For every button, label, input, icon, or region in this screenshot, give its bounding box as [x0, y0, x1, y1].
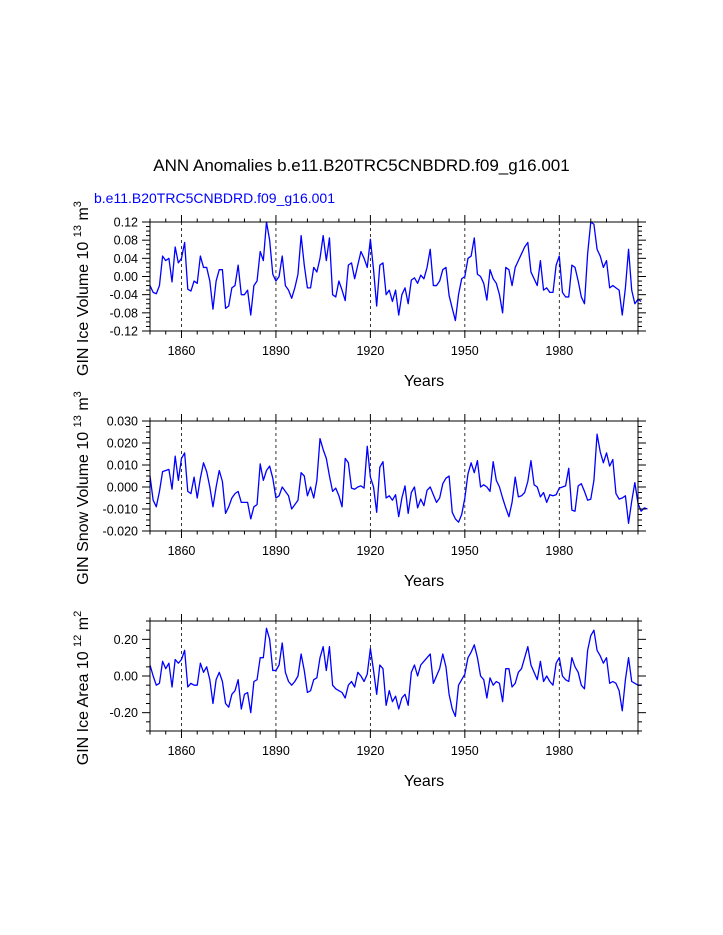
- x-tick-label: 1890: [262, 344, 290, 358]
- y-axis-unit-exponent: 2: [72, 611, 84, 617]
- y-axis-label-text: GIN Snow Volume 10: [75, 427, 92, 584]
- y-axis-unit-exponent: 3: [72, 391, 84, 397]
- x-tick-label: 1920: [356, 544, 384, 558]
- y-tick-label: 0.00: [114, 270, 138, 284]
- y-axis-label-text: GIN Ice Area 10: [75, 647, 92, 765]
- y-axis-unit: m: [75, 617, 92, 635]
- panel-3: 1860 1890 1920 1950 1980 -0.20 0.00 0.20 Years GI…: [72, 611, 646, 790]
- x-tick-label: 1980: [545, 344, 573, 358]
- y-axis-unit-exponent: 3: [72, 201, 84, 207]
- y-tick-label: 0.020: [107, 437, 138, 451]
- y-axis-label: GIN Ice Volume 10 13 m3: [72, 201, 92, 376]
- y-tick-label: -0.08: [110, 306, 139, 320]
- y-tick-label: -0.20: [110, 706, 139, 720]
- y-axis-exponent: 13: [72, 225, 84, 237]
- x-tick-label: 1860: [168, 344, 196, 358]
- plot-frame: [149, 420, 639, 532]
- x-axis-label: Years: [404, 573, 444, 590]
- y-tick-label: -0.04: [110, 288, 139, 302]
- x-tick-label: 1860: [168, 544, 196, 558]
- x-tick-label: 1890: [262, 744, 290, 758]
- panel-2: 1860 1890 1920 1950 1980 -0.020 -0.010 0.000 0.0…: [72, 391, 648, 590]
- x-axis-label: Years: [404, 773, 444, 790]
- y-tick-label: -0.12: [110, 325, 139, 339]
- chart-subtitle: b.e11.B20TRC5CNBDRD.f09_g16.001: [94, 190, 335, 206]
- y-axis-label-text: GIN Ice Volume 10: [75, 237, 92, 376]
- panel-1: 1860 1890 1920 1950 1980 -0.12 -0.08 -0.04 0.00 0…: [72, 201, 646, 390]
- y-tick-label: 0.04: [114, 252, 138, 266]
- x-tick-label: 1950: [451, 544, 479, 558]
- x-tick-label: 1890: [262, 544, 290, 558]
- x-axis-label: Years: [404, 373, 444, 390]
- series-line: [149, 221, 642, 322]
- y-axis-exponent: 12: [72, 635, 84, 647]
- x-tick-label: 1950: [451, 344, 479, 358]
- y-tick-label: 0.010: [107, 459, 138, 473]
- y-axis-label: GIN Ice Area 10 12 m2: [72, 611, 92, 765]
- y-axis-unit: m: [75, 397, 92, 415]
- y-axis-label: GIN Snow Volume 10 13 m3: [72, 391, 92, 585]
- y-tick-label: -0.020: [103, 525, 138, 539]
- series-line: [149, 433, 648, 524]
- series-line: [149, 627, 642, 717]
- y-axis-exponent: 13: [72, 415, 84, 427]
- y-tick-label: 0.20: [114, 633, 138, 647]
- y-axis-unit: m: [75, 207, 92, 225]
- y-tick-label: 0.00: [114, 670, 138, 684]
- chart-title: ANN Anomalies b.e11.B20TRC5CNBDRD.f09_g1…: [153, 156, 570, 175]
- x-tick-label: 1950: [451, 744, 479, 758]
- y-tick-label: -0.010: [103, 503, 138, 517]
- x-tick-label: 1860: [168, 744, 196, 758]
- y-tick-label: 0.000: [107, 481, 138, 495]
- x-tick-label: 1920: [356, 744, 384, 758]
- y-tick-label: 0.12: [114, 216, 138, 230]
- plot-frame: [149, 620, 639, 732]
- y-tick-label: 0.030: [107, 415, 138, 429]
- x-tick-label: 1980: [545, 544, 573, 558]
- x-tick-label: 1920: [356, 344, 384, 358]
- x-tick-label: 1980: [545, 744, 573, 758]
- y-tick-label: 0.08: [114, 234, 138, 248]
